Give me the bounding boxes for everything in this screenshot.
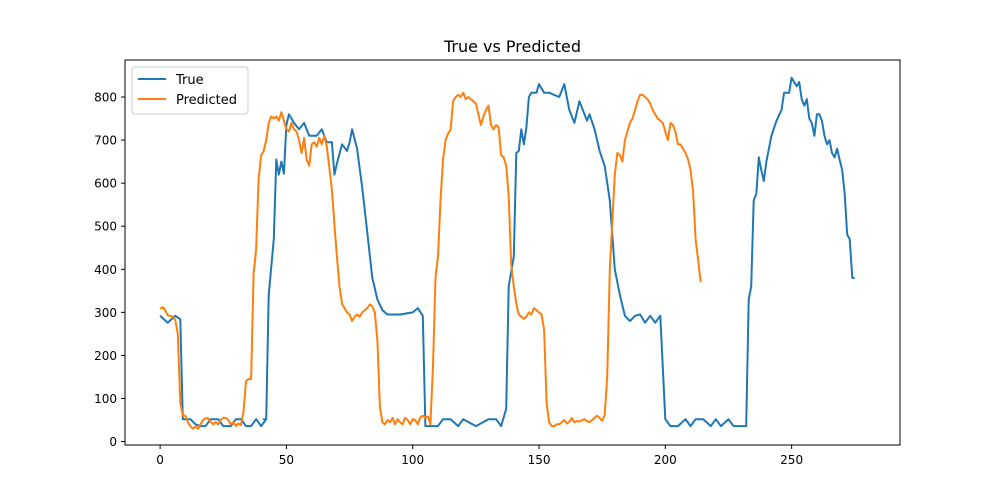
- series-line-predicted: [159, 91, 702, 430]
- y-tick-label: 200: [94, 349, 117, 363]
- y-tick-label: 500: [94, 220, 117, 234]
- legend-label-predicted: Predicted: [176, 93, 237, 108]
- chart-title: True vs Predicted: [443, 37, 581, 56]
- x-tick-label: 150: [528, 453, 551, 467]
- x-tick-label: 0: [156, 453, 164, 467]
- legend: True Predicted: [131, 66, 249, 115]
- y-tick-label: 600: [94, 177, 117, 191]
- y-tick-label: 300: [94, 306, 117, 320]
- x-axis: 0 50 100 150 200 250: [156, 445, 803, 467]
- series-lines: [159, 76, 855, 430]
- x-tick-label: 250: [780, 453, 803, 467]
- y-tick-label: 400: [94, 263, 117, 277]
- x-tick-label: 50: [279, 453, 294, 467]
- y-tick-label: 0: [109, 435, 117, 449]
- plot-area: [124, 59, 901, 446]
- legend-label-true: True: [175, 73, 204, 88]
- y-tick-label: 700: [94, 134, 117, 148]
- y-tick-label: 800: [94, 91, 117, 105]
- series-line-true: [159, 76, 855, 428]
- y-tick-label: 100: [94, 392, 117, 406]
- x-tick-label: 100: [401, 453, 424, 467]
- x-tick-label: 200: [654, 453, 677, 467]
- y-axis: 0 100 200 300 400 500 600 700 800: [94, 91, 125, 449]
